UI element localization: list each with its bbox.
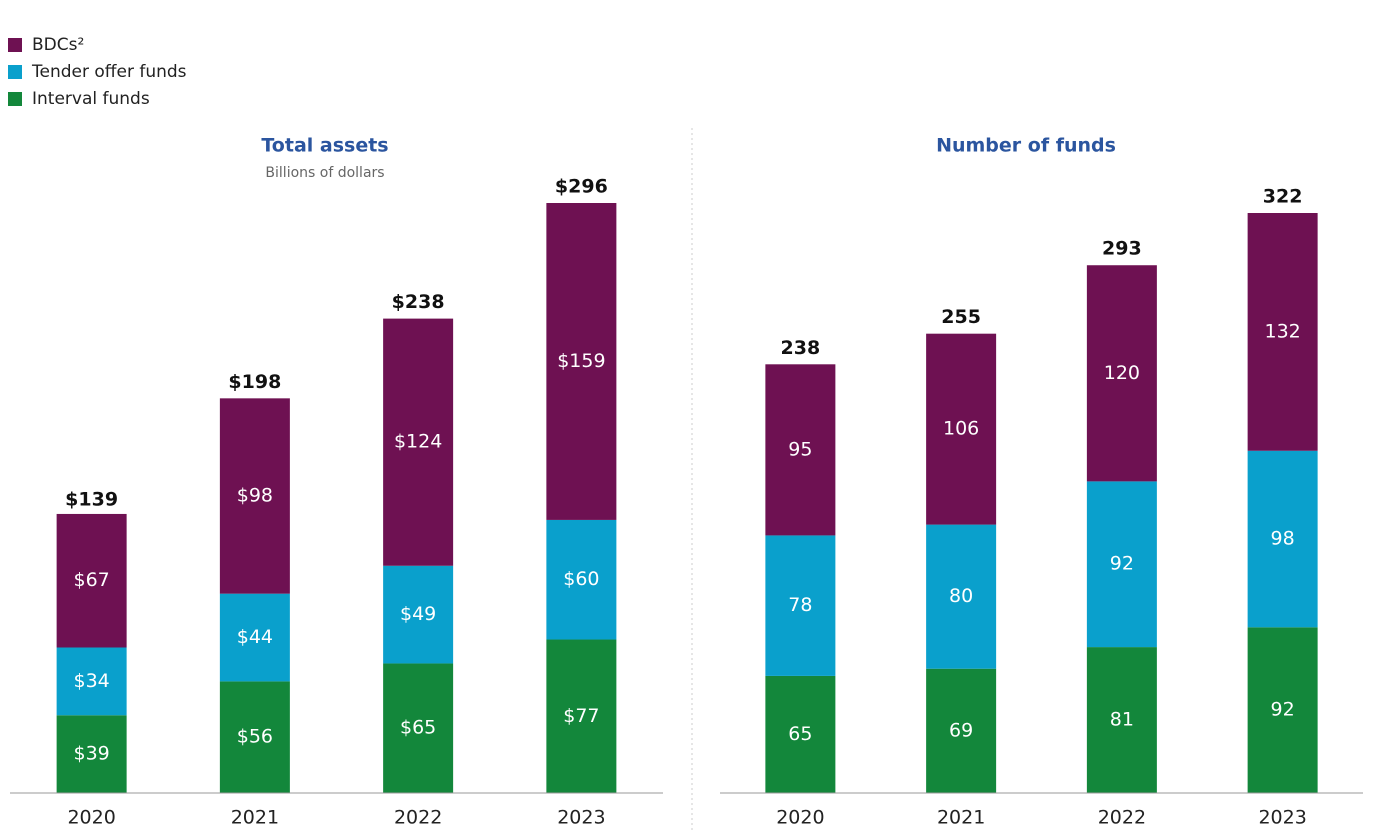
- legend-label: Interval funds: [32, 89, 150, 109]
- bar-segment: [56, 513, 127, 648]
- bar-segment: [383, 318, 454, 566]
- x-tick-label: 2022: [394, 807, 442, 829]
- bar-segment: [1247, 627, 1318, 793]
- bar-segment: [926, 333, 997, 525]
- legend-swatch: [8, 92, 22, 106]
- chart-title: Total assets: [261, 135, 388, 157]
- segment-label: $56: [237, 726, 273, 748]
- total-label: $296: [555, 176, 608, 198]
- bar-segment: [1086, 481, 1157, 648]
- segment-label: $98: [237, 485, 273, 507]
- bar-segment: [1247, 213, 1318, 451]
- total-label: $139: [65, 488, 118, 510]
- total-label: $238: [392, 291, 445, 313]
- bar-segment: [219, 681, 290, 793]
- segment-label: 78: [788, 594, 812, 616]
- total-label: 322: [1263, 186, 1303, 208]
- bar-segment: [926, 668, 997, 793]
- bar-segment: [1086, 265, 1157, 482]
- x-tick-label: 2021: [231, 807, 279, 829]
- segment-label: $65: [400, 717, 436, 739]
- bar-segment: [765, 535, 836, 676]
- total-label: 238: [781, 337, 821, 359]
- segment-label: 132: [1264, 320, 1300, 342]
- bar-segment: [546, 203, 617, 520]
- segment-label: $34: [73, 670, 109, 692]
- total-label: 255: [941, 306, 981, 328]
- bar-segment: [383, 565, 454, 664]
- segment-label: 92: [1110, 553, 1134, 575]
- bar-segment: [219, 593, 290, 682]
- segment-label: $44: [237, 626, 273, 648]
- legend-label: BDCs²: [32, 35, 84, 55]
- segment-label: $60: [563, 568, 599, 590]
- segment-label: $77: [563, 705, 599, 727]
- segment-label: $159: [557, 350, 605, 372]
- legend-swatch: [8, 65, 22, 79]
- x-tick-label: 2022: [1098, 807, 1146, 829]
- bar-segment: [546, 639, 617, 793]
- bar-segment: [546, 519, 617, 640]
- legend-label: Tender offer funds: [31, 62, 187, 82]
- x-tick-label: 2020: [67, 807, 115, 829]
- total-label: $198: [228, 371, 281, 393]
- bar-segment: [765, 364, 836, 536]
- bar-segment: [765, 675, 836, 793]
- segment-label: 92: [1271, 699, 1295, 721]
- chart-subtitle: Billions of dollars: [265, 165, 384, 181]
- x-tick-label: 2021: [937, 807, 985, 829]
- segment-label: $39: [73, 743, 109, 765]
- bar-segment: [926, 524, 997, 669]
- bar-segment: [1086, 647, 1157, 793]
- segment-label: 65: [788, 723, 812, 745]
- segment-label: $124: [394, 431, 442, 453]
- x-tick-label: 2020: [776, 807, 824, 829]
- segment-label: $49: [400, 603, 436, 625]
- bar-segment: [56, 647, 127, 716]
- segment-label: 95: [788, 438, 812, 460]
- bar-segment: [383, 663, 454, 793]
- chart-title: Number of funds: [936, 135, 1116, 157]
- legend-swatch: [8, 38, 22, 52]
- segment-label: 69: [949, 719, 973, 741]
- segment-label: 98: [1271, 528, 1295, 550]
- bar-segment: [219, 398, 290, 594]
- segment-label: 106: [943, 418, 979, 440]
- segment-label: $67: [73, 569, 109, 591]
- x-tick-label: 2023: [1258, 807, 1306, 829]
- segment-label: 80: [949, 585, 973, 607]
- total-label: 293: [1102, 238, 1142, 260]
- x-tick-label: 2023: [557, 807, 605, 829]
- bar-segment: [56, 715, 127, 793]
- segment-label: 81: [1110, 709, 1134, 731]
- segment-label: 120: [1104, 362, 1140, 384]
- bar-segment: [1247, 450, 1318, 628]
